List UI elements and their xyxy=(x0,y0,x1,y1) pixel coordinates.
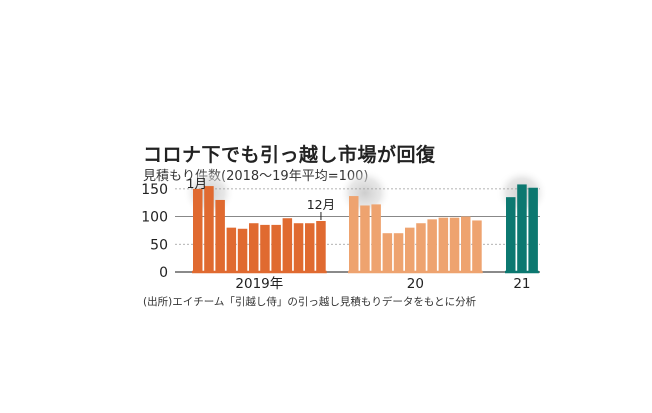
bar xyxy=(405,227,415,272)
bar xyxy=(449,217,460,272)
bar xyxy=(305,223,315,272)
bar xyxy=(393,233,404,272)
bar xyxy=(204,186,214,272)
x-group-label: 2019年 xyxy=(235,276,283,292)
bar xyxy=(360,205,370,272)
x-group-label: 20 xyxy=(407,276,424,292)
bar xyxy=(260,224,270,272)
bar xyxy=(472,220,482,272)
bar xyxy=(528,187,538,272)
bar xyxy=(316,221,326,272)
bar xyxy=(271,224,281,272)
bar xyxy=(215,199,225,272)
y-tick-label: 150 xyxy=(141,182,168,198)
y-tick-label: 0 xyxy=(159,265,168,281)
chart-source-note: (出所)エイチーム「引越し侍」の引っ越し見積もりデータをもとに分析 xyxy=(143,296,477,308)
bar xyxy=(237,228,248,272)
bar xyxy=(427,219,437,272)
bar xyxy=(193,188,203,272)
bar xyxy=(506,197,516,272)
bar xyxy=(249,223,259,272)
y-tick-label: 100 xyxy=(141,210,168,226)
bar xyxy=(517,184,527,272)
bar xyxy=(349,196,359,272)
bar xyxy=(371,204,381,272)
annotation-label: 12月 xyxy=(307,197,335,212)
bar xyxy=(226,227,237,272)
bar xyxy=(282,218,293,272)
bar-layer xyxy=(193,184,538,272)
bar xyxy=(382,233,393,272)
x-group-label: 21 xyxy=(513,276,530,292)
bar xyxy=(416,223,426,272)
label-layer: 0 50 100 150 2019年 20 21 1月 12月 xyxy=(141,176,530,292)
bar xyxy=(293,223,304,272)
chart-title: コロナ下でも引っ越し市場が回復 xyxy=(143,144,436,166)
annotation-label: 1月 xyxy=(187,176,207,191)
y-tick-label: 50 xyxy=(150,237,168,253)
bar xyxy=(438,217,449,272)
bar xyxy=(461,216,471,272)
